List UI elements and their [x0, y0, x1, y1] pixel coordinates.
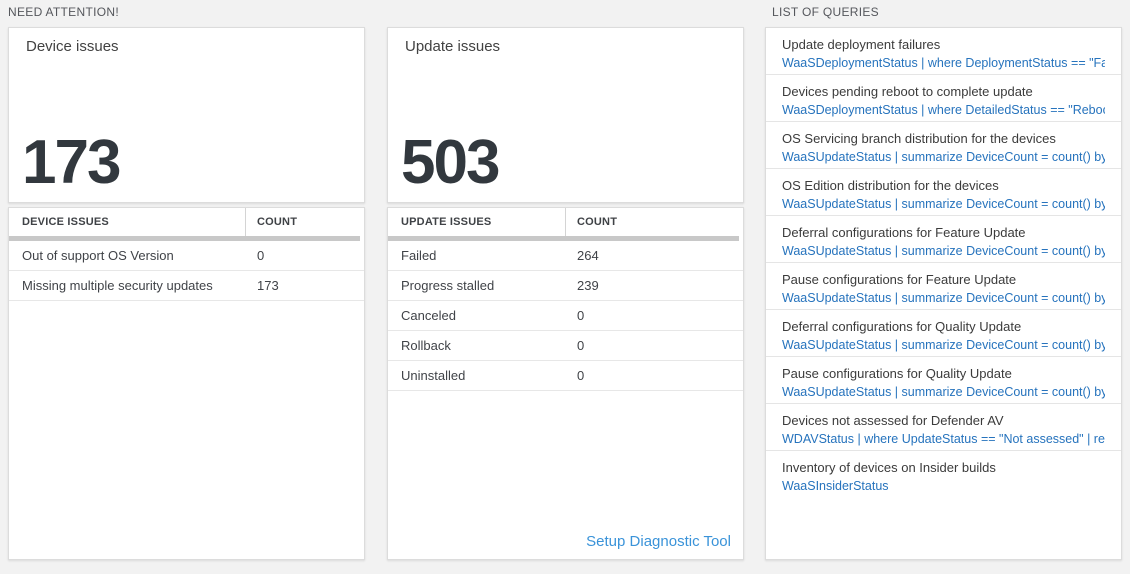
- row-count: 0: [577, 308, 585, 323]
- row-count: 264: [577, 248, 599, 263]
- horizontal-scrollbar[interactable]: [388, 236, 739, 241]
- query-title: Devices not assessed for Defender AV: [782, 413, 1004, 428]
- setup-diagnostic-tool-link[interactable]: Setup Diagnostic Tool: [586, 533, 731, 550]
- query-text: WaaSDeploymentStatus | where DeploymentS…: [782, 56, 1105, 70]
- query-text: WaaSUpdateStatus | summarize DeviceCount…: [782, 338, 1105, 352]
- list-of-queries-header: LIST OF QUERIES: [772, 5, 879, 19]
- column-header-update-issues: UPDATE ISSUES: [401, 216, 492, 228]
- query-text: WaaSUpdateStatus | summarize DeviceCount…: [782, 150, 1105, 164]
- query-item-insider-builds-inventory[interactable]: Inventory of devices on Insider builds W…: [766, 451, 1121, 498]
- update-issues-tile[interactable]: Update issues 503: [387, 27, 744, 203]
- query-title: Deferral configurations for Feature Upda…: [782, 225, 1026, 240]
- column-header-count: COUNT: [565, 208, 743, 236]
- query-item-pause-quality-update[interactable]: Pause configurations for Quality Update …: [766, 357, 1121, 404]
- column-header-device-issues: DEVICE ISSUES: [22, 216, 109, 228]
- query-title: Deferral configurations for Quality Upda…: [782, 319, 1022, 334]
- horizontal-scrollbar[interactable]: [9, 236, 360, 241]
- query-title: Pause configurations for Feature Update: [782, 272, 1017, 287]
- row-count: 239: [577, 278, 599, 293]
- device-issues-table-header: DEVICE ISSUES COUNT: [9, 208, 364, 236]
- query-item-devices-pending-reboot[interactable]: Devices pending reboot to complete updat…: [766, 75, 1121, 122]
- table-row-uninstalled[interactable]: Uninstalled 0: [388, 361, 743, 391]
- row-label: Missing multiple security updates: [22, 278, 213, 293]
- row-label: Canceled: [401, 308, 456, 323]
- device-issues-title: Device issues: [26, 38, 119, 55]
- query-text: WaaSUpdateStatus | summarize DeviceCount…: [782, 291, 1105, 305]
- table-row-rollback[interactable]: Rollback 0: [388, 331, 743, 361]
- row-count: 0: [577, 368, 585, 383]
- row-label: Out of support OS Version: [22, 248, 174, 263]
- update-issues-table: UPDATE ISSUES COUNT Failed 264 Progress …: [387, 207, 744, 560]
- device-issues-big-number: 173: [22, 128, 121, 197]
- query-title: OS Servicing branch distribution for the…: [782, 131, 1056, 146]
- query-text: WaaSUpdateStatus | summarize DeviceCount…: [782, 385, 1105, 399]
- query-text: WaaSUpdateStatus | summarize DeviceCount…: [782, 244, 1105, 258]
- query-item-deferral-feature-update[interactable]: Deferral configurations for Feature Upda…: [766, 216, 1121, 263]
- query-title: Devices pending reboot to complete updat…: [782, 84, 1033, 99]
- update-issues-title: Update issues: [405, 38, 501, 55]
- query-item-deferral-quality-update[interactable]: Deferral configurations for Quality Upda…: [766, 310, 1121, 357]
- row-count: 0: [577, 338, 585, 353]
- query-text: WaaSDeploymentStatus | where DetailedSta…: [782, 103, 1105, 117]
- device-issues-tile[interactable]: Device issues 173: [8, 27, 365, 203]
- query-title: Pause configurations for Quality Update: [782, 366, 1012, 381]
- query-title: OS Edition distribution for the devices: [782, 178, 999, 193]
- row-label: Uninstalled: [401, 368, 466, 383]
- table-row-progress-stalled[interactable]: Progress stalled 239: [388, 271, 743, 301]
- query-title: Update deployment failures: [782, 37, 941, 52]
- query-item-update-deployment-failures[interactable]: Update deployment failures WaaSDeploymen…: [766, 28, 1121, 75]
- need-attention-header: NEED ATTENTION!: [8, 5, 119, 19]
- update-issues-table-header: UPDATE ISSUES COUNT: [388, 208, 743, 236]
- query-item-os-edition-distribution[interactable]: OS Edition distribution for the devices …: [766, 169, 1121, 216]
- query-text: WDAVStatus | where UpdateStatus == "Not …: [782, 432, 1105, 446]
- query-item-pause-feature-update[interactable]: Pause configurations for Feature Update …: [766, 263, 1121, 310]
- row-count: 0: [257, 248, 265, 263]
- row-label: Progress stalled: [401, 278, 495, 293]
- row-label: Failed: [401, 248, 437, 263]
- device-issues-table: DEVICE ISSUES COUNT Out of support OS Ve…: [8, 207, 365, 560]
- table-row-out-of-support[interactable]: Out of support OS Version 0: [9, 241, 364, 271]
- queries-panel: Update deployment failures WaaSDeploymen…: [765, 27, 1122, 560]
- query-title: Inventory of devices on Insider builds: [782, 460, 996, 475]
- column-header-count: COUNT: [245, 208, 364, 236]
- query-text: WaaSUpdateStatus | summarize DeviceCount…: [782, 197, 1105, 211]
- query-item-devices-not-assessed-defender[interactable]: Devices not assessed for Defender AV WDA…: [766, 404, 1121, 451]
- query-text: WaaSInsiderStatus: [782, 479, 889, 493]
- row-count: 173: [257, 278, 279, 293]
- table-row-missing-security-updates[interactable]: Missing multiple security updates 173: [9, 271, 364, 301]
- query-item-os-servicing-branch[interactable]: OS Servicing branch distribution for the…: [766, 122, 1121, 169]
- update-issues-big-number: 503: [401, 128, 500, 197]
- table-row-failed[interactable]: Failed 264: [388, 241, 743, 271]
- row-label: Rollback: [401, 338, 451, 353]
- table-row-canceled[interactable]: Canceled 0: [388, 301, 743, 331]
